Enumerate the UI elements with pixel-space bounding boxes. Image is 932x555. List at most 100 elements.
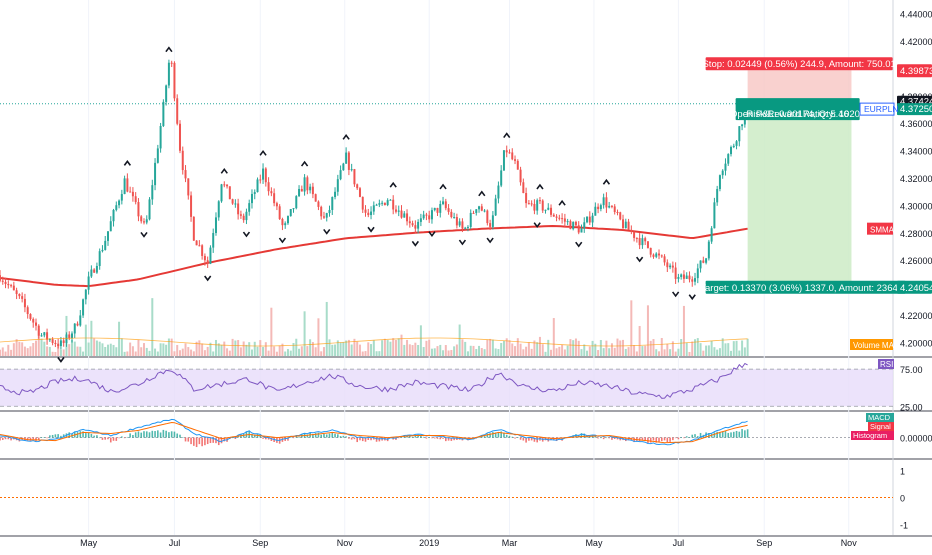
volume-bar xyxy=(278,345,281,356)
extra-tick-label: 1 xyxy=(900,467,905,477)
time-axis-label: May xyxy=(80,538,98,548)
volume-bar xyxy=(98,341,101,356)
histogram-bar xyxy=(107,437,109,440)
histogram-bar xyxy=(109,437,112,443)
histogram-bar xyxy=(397,437,400,439)
candle-body xyxy=(334,191,337,198)
candle-body xyxy=(223,184,226,186)
histogram-bar xyxy=(198,437,201,445)
volume-bar xyxy=(480,348,483,356)
volume-ma-tag-bg xyxy=(850,339,893,350)
candle-body xyxy=(397,210,400,212)
price-tick-label: 4.20000 xyxy=(900,338,932,348)
volume-bar xyxy=(306,346,309,356)
histogram-bar xyxy=(425,437,428,439)
volume-bar xyxy=(26,348,29,356)
volume-bar xyxy=(87,342,90,356)
volume-bar xyxy=(655,349,658,356)
candle-body xyxy=(370,211,373,216)
candle-body xyxy=(248,203,251,212)
volume-bar xyxy=(602,348,605,356)
candle-body xyxy=(151,185,154,200)
candle-body xyxy=(317,201,320,207)
candle-body xyxy=(145,219,148,223)
candle-body xyxy=(234,203,237,205)
volume-bar xyxy=(652,339,655,356)
candle-body xyxy=(530,203,533,205)
candle-body xyxy=(342,163,345,171)
histogram-bar xyxy=(234,437,237,440)
fractal-down-marker xyxy=(367,226,375,233)
candle-body xyxy=(10,285,13,287)
histogram-bar xyxy=(453,437,455,441)
volume-bar xyxy=(79,346,82,356)
volume-bar xyxy=(660,338,663,356)
histogram-bar xyxy=(270,437,273,442)
histogram-bar xyxy=(655,437,658,443)
volume-bar xyxy=(591,340,594,356)
histogram-bar xyxy=(331,432,334,438)
histogram-bar xyxy=(98,437,101,439)
volume-bar xyxy=(34,340,37,356)
candle-body xyxy=(400,210,403,218)
candle-body xyxy=(458,221,461,226)
volume-bar xyxy=(250,349,253,356)
candle-body xyxy=(256,179,259,193)
histogram-bar xyxy=(206,437,209,445)
volume-bar xyxy=(658,351,661,356)
candle-body xyxy=(375,204,378,206)
candle-body xyxy=(43,332,46,336)
candle-body xyxy=(677,276,680,279)
candle-body xyxy=(106,231,109,241)
volume-bar xyxy=(743,347,746,356)
histogram-bar xyxy=(143,431,145,438)
volume-bar xyxy=(206,346,209,356)
volume-bar xyxy=(154,348,157,356)
histogram-bar xyxy=(215,437,217,444)
macd-tag-bg xyxy=(866,413,894,422)
volume-bar xyxy=(466,351,469,356)
candle-body xyxy=(566,221,569,223)
histogram-bar xyxy=(212,437,215,443)
histogram-bar xyxy=(184,437,187,442)
histogram-bar xyxy=(373,437,375,440)
volume-bar xyxy=(433,348,436,356)
histogram-tag: Histogram xyxy=(853,431,887,440)
rsi-band xyxy=(0,369,893,407)
histogram-bar xyxy=(43,437,46,438)
fractal-up-marker xyxy=(503,132,511,139)
candle-body xyxy=(505,150,508,153)
volume-bar xyxy=(331,344,334,356)
volume-bar xyxy=(314,347,317,356)
volume-bar xyxy=(62,349,65,356)
volume-bar xyxy=(48,346,51,356)
open-pl-label-bg xyxy=(735,98,860,121)
candle-body xyxy=(12,285,15,291)
histogram-bar xyxy=(337,434,339,438)
histogram-bar xyxy=(370,437,372,441)
candle-body xyxy=(591,215,594,223)
histogram-bar xyxy=(348,437,350,439)
volume-bar xyxy=(248,342,251,356)
volume-bar xyxy=(646,305,649,356)
histogram-bar xyxy=(519,437,522,440)
volume-bar xyxy=(178,350,181,356)
candle-body xyxy=(721,170,724,176)
candle-body xyxy=(40,335,43,337)
histogram-bar xyxy=(500,431,502,438)
candle-body xyxy=(32,319,35,323)
volume-bar xyxy=(649,340,652,356)
candle-body xyxy=(378,203,381,205)
candle-body xyxy=(87,276,90,290)
candle-body xyxy=(658,253,661,256)
fractal-down-marker xyxy=(688,294,696,301)
candle-body xyxy=(159,125,162,149)
volume-bar xyxy=(378,351,381,356)
candle-body xyxy=(439,204,442,213)
candle-body xyxy=(724,163,727,171)
volume-bar xyxy=(516,338,519,356)
macd-line xyxy=(0,418,748,446)
histogram-bar xyxy=(328,433,331,438)
